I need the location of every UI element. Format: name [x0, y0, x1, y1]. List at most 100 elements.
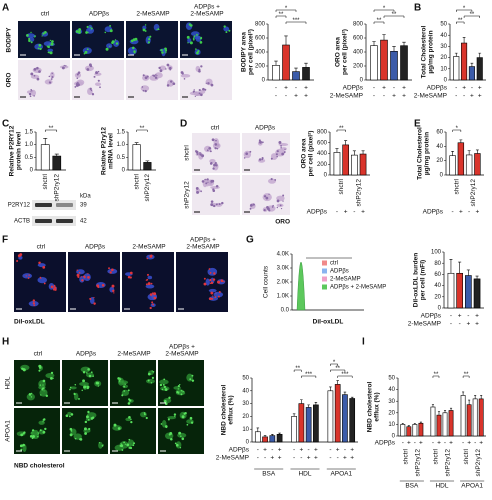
pair-label: shctrl: [463, 448, 470, 464]
droplet: [93, 296, 95, 299]
error-bar: [335, 148, 339, 153]
droplet: [91, 416, 95, 419]
pair-label: shctrl: [433, 448, 440, 464]
cell: [117, 377, 125, 386]
sign: -: [257, 455, 259, 462]
cell: [70, 428, 77, 436]
droplet: [181, 415, 185, 419]
y-tick-label: 3.0K: [277, 266, 289, 272]
droplet: [89, 297, 92, 300]
error-bar: [271, 434, 274, 436]
cell: [45, 372, 55, 379]
sign: +: [437, 440, 441, 447]
droplet: [212, 295, 214, 297]
droplet: [159, 69, 163, 73]
droplet: [151, 376, 155, 379]
droplet: [78, 438, 81, 441]
droplet: [95, 381, 99, 385]
panel-letter: G: [246, 235, 254, 246]
droplet: [86, 385, 90, 389]
significance-label: *: [285, 6, 288, 12]
droplet: [30, 88, 33, 91]
droplet: [22, 368, 26, 371]
sign: -: [468, 209, 470, 216]
droplet: [165, 49, 168, 52]
y-axis-label: Total Cholesterol: [417, 127, 424, 180]
droplet: [160, 48, 163, 52]
droplet: [275, 153, 278, 156]
droplet: [38, 261, 41, 265]
droplet: [168, 66, 172, 70]
sign: -: [336, 209, 338, 216]
sign: -: [373, 85, 375, 92]
bar: [465, 154, 473, 176]
group-label: HDL: [298, 471, 311, 478]
droplet: [87, 273, 89, 275]
error-bar: [256, 427, 260, 432]
droplet: [114, 39, 117, 41]
significance-label: *: [463, 6, 466, 12]
droplet: [147, 282, 151, 286]
sign: +: [478, 93, 482, 100]
sign: +: [304, 85, 308, 92]
droplet: [163, 378, 166, 381]
droplet: [83, 427, 87, 431]
droplet: [145, 283, 148, 286]
y-tick-label: 400: [353, 50, 364, 56]
bar: [305, 407, 312, 443]
droplet: [69, 433, 73, 437]
column-header: ADPβs: [89, 11, 110, 18]
droplet: [214, 161, 217, 165]
cell: [186, 373, 194, 382]
droplet: [42, 384, 44, 386]
error-bar: [449, 407, 453, 411]
cell: [223, 26, 230, 32]
cell: [67, 411, 72, 416]
cell: [180, 73, 191, 78]
droplet: [177, 388, 179, 390]
y-tick-label: 1.5: [117, 130, 126, 136]
cell: [145, 284, 155, 289]
droplet: [127, 275, 131, 279]
droplet: [186, 35, 190, 39]
droplet: [50, 42, 54, 46]
sign: -: [329, 447, 331, 454]
sign: -: [402, 440, 404, 447]
droplet: [74, 437, 77, 440]
sign: +: [407, 440, 411, 447]
bar: [262, 436, 268, 443]
droplet: [63, 64, 65, 67]
pair-label: shP2ry12: [355, 179, 362, 207]
droplet: [42, 265, 46, 269]
cell: [47, 48, 54, 53]
y-tick-label: 100: [431, 250, 442, 256]
y-tick-label: 10: [242, 427, 249, 433]
droplet: [97, 80, 100, 82]
sign: -: [295, 85, 297, 92]
sign: -: [471, 85, 473, 92]
droplet: [88, 63, 92, 67]
band-size: 42: [80, 219, 87, 225]
droplet: [128, 438, 131, 441]
droplet: [191, 374, 194, 377]
bar: [461, 42, 468, 81]
cell: [149, 74, 159, 81]
cell: [86, 412, 97, 419]
droplet: [111, 284, 115, 288]
droplet: [43, 418, 46, 421]
bar: [400, 45, 408, 81]
droplet: [249, 204, 253, 207]
droplet: [29, 435, 33, 438]
droplet: [270, 178, 273, 181]
droplet: [200, 65, 203, 68]
droplet: [76, 269, 78, 271]
error-bar: [413, 422, 416, 425]
droplet: [249, 207, 252, 210]
significance-bracket: [373, 9, 395, 12]
sign: +: [263, 447, 267, 454]
droplet: [144, 24, 147, 26]
sign: +: [270, 455, 274, 462]
droplet: [70, 413, 74, 416]
micrograph: [72, 21, 124, 58]
column-header: ADPβs +: [169, 344, 195, 351]
